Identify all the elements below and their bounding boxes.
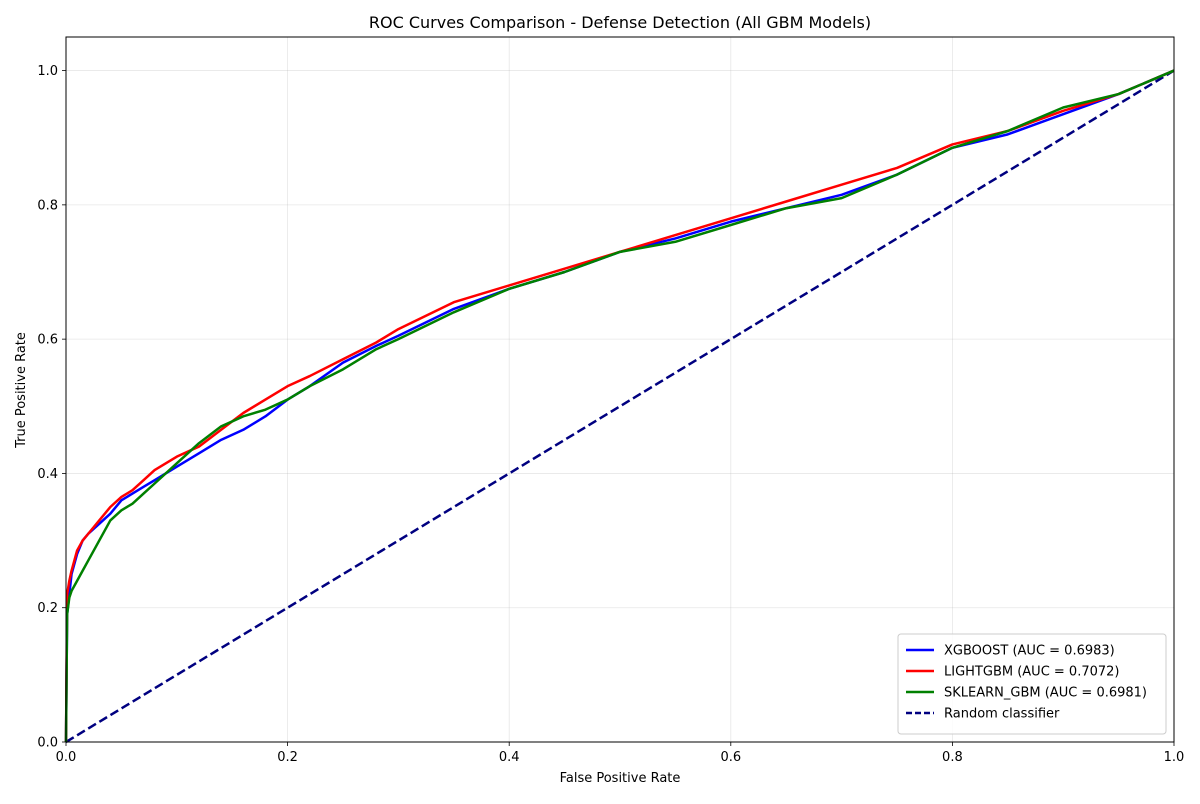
- legend: XGBOOST (AUC = 0.6983) LIGHTGBM (AUC = 0.…: [897, 633, 1167, 735]
- legend-label: SKLEARN_GBM (AUC = 0.6981): [944, 686, 1147, 701]
- y-axis-ticks: 0.0 0.2 0.4 0.6 0.8 1.0: [37, 64, 66, 751]
- x-axis-label: False Positive Rate: [560, 771, 681, 786]
- y-axis-label: True Positive Rate: [14, 332, 29, 449]
- y-tick-label: 0.2: [37, 601, 58, 616]
- series-line-sklearn-gbm: [64, 69, 1175, 743]
- plot-frame: [65, 36, 1175, 743]
- x-axis-ticks: 0.0 0.2 0.4 0.6 0.8 1.0: [56, 742, 1185, 765]
- y-tick-label: 0.4: [37, 467, 58, 482]
- legend-label: Random classifier: [944, 707, 1060, 722]
- x-tick-label: 0.2: [277, 750, 298, 765]
- x-tick-label: 0.6: [720, 750, 741, 765]
- y-tick-label: 0.0: [37, 736, 58, 751]
- x-tick-label: 0.8: [942, 750, 963, 765]
- legend-label: LIGHTGBM (AUC = 0.7072): [944, 665, 1119, 680]
- legend-label: XGBOOST (AUC = 0.6983): [944, 644, 1115, 659]
- y-tick-label: 0.8: [37, 198, 58, 213]
- chart-title: ROC Curves Comparison - Defense Detectio…: [369, 13, 871, 32]
- y-tick-label: 1.0: [37, 64, 58, 79]
- y-tick-label: 0.6: [37, 333, 58, 348]
- series-line-random: [65, 69, 1175, 744]
- x-tick-label: 1.0: [1164, 750, 1185, 765]
- legend-box: [897, 633, 1167, 735]
- x-tick-label: 0.4: [499, 750, 520, 765]
- x-tick-label: 0.0: [56, 750, 77, 765]
- series-layer: [64, 69, 1175, 744]
- series-line-lightgbm: [64, 69, 1175, 743]
